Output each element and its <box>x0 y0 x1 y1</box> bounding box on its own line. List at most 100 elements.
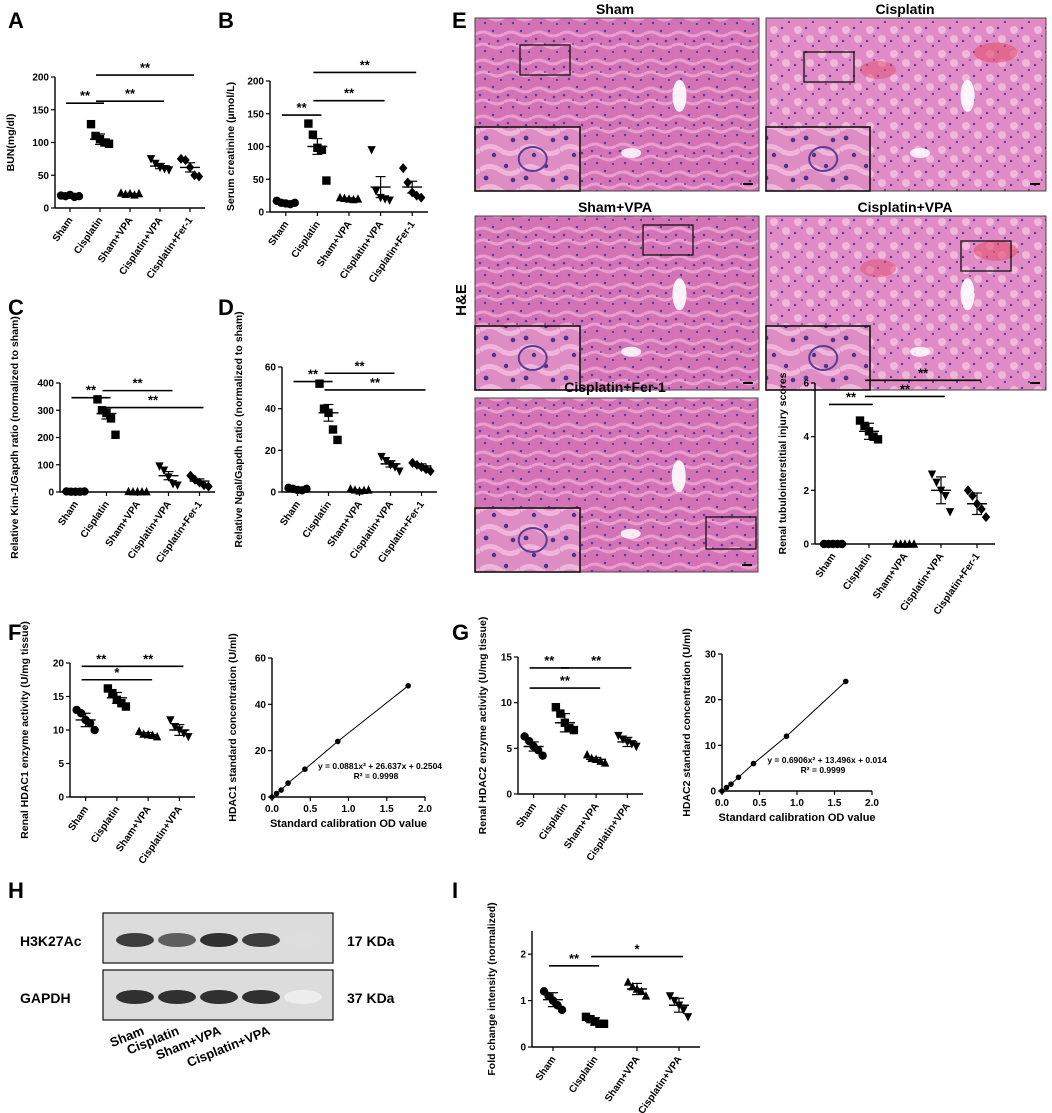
y-tick-label: 0 <box>520 1043 526 1054</box>
panel-letter-e: E <box>452 8 467 33</box>
data-point <box>395 467 404 476</box>
x-tick-label: Cisplatin <box>841 551 874 592</box>
y-tick-label: 200 <box>247 77 264 88</box>
data-point <box>111 430 120 439</box>
data-point <box>328 425 338 434</box>
he-image-title: Cisplatin <box>875 1 934 17</box>
data-point <box>637 986 646 996</box>
data-point <box>90 725 99 735</box>
tubule-lumen <box>960 79 975 112</box>
data-point <box>104 139 114 149</box>
x-tick-label: Cisplatin <box>72 215 105 256</box>
panel-letter-c: C <box>8 295 24 320</box>
y-axis-label: Renal tubulointerstitial injury scores <box>777 372 789 554</box>
zoom-region-box <box>519 44 571 76</box>
significance-label: ** <box>344 86 355 101</box>
data-point <box>190 474 200 485</box>
cast-region <box>973 240 1018 261</box>
y-tick-label: 0 <box>58 793 64 804</box>
he-histology-panel: Sham Cisplatin Sham+VPA Cisplatin+VPA Cispla… <box>453 1 1047 573</box>
x-tick-label: Cisplatin+VPA <box>637 1054 685 1113</box>
y-tick-label: 15 <box>53 692 65 703</box>
data-point <box>93 395 102 404</box>
data-point <box>319 404 329 413</box>
data-point <box>152 732 162 741</box>
data-point <box>565 724 574 733</box>
x-tick-label: Sham <box>51 215 76 244</box>
data-point <box>595 1019 604 1028</box>
significance-label: ** <box>80 88 91 103</box>
data-point <box>194 171 204 182</box>
significance-label: ** <box>148 393 159 408</box>
he-image-2: Cisplatin <box>765 1 1047 192</box>
calibration-point <box>842 678 849 685</box>
data-point <box>308 130 318 139</box>
y-tick-label: 10 <box>53 726 65 737</box>
zoom-region-box <box>960 240 1012 272</box>
significance-label: * <box>634 942 640 957</box>
calibration-point <box>278 787 284 793</box>
y-tick-label: 60 <box>255 654 267 665</box>
data-point <box>632 742 641 752</box>
data-point <box>860 421 869 431</box>
chart-a: 050100150200BUN(mg/dl)ShamCisplatinSham+… <box>5 60 205 281</box>
blot-band <box>284 933 322 947</box>
x-tick-label: Sham <box>534 1054 559 1083</box>
blot-size-label: 37 KDa <box>347 990 395 1006</box>
tubule-lumen <box>672 278 687 311</box>
data-point <box>190 170 199 181</box>
y-tick-label: 200 <box>37 433 54 444</box>
x-tick-label: Cisplatin <box>290 219 323 260</box>
y-axis-label: BUN(mg/dl) <box>5 114 17 172</box>
x-tick-label: Sham+VPA <box>603 1054 642 1104</box>
data-point <box>873 435 883 444</box>
significance-label: ** <box>900 381 911 396</box>
data-point <box>97 406 107 415</box>
y-tick-label: 50 <box>38 171 50 182</box>
y-tick-label: 200 <box>32 73 49 84</box>
panel-letter-g: G <box>452 620 469 645</box>
significance-label: ** <box>846 389 857 404</box>
y-tick-label: 20 <box>255 746 267 757</box>
data-point <box>333 435 342 445</box>
x-tick-label: 1.0 <box>790 798 804 809</box>
tubule-lumen <box>621 147 642 158</box>
data-point <box>164 166 174 175</box>
blot-protein-label: GAPDH <box>20 990 71 1006</box>
data-point <box>322 176 331 185</box>
y-tick-label: 2 <box>803 486 809 497</box>
data-point <box>557 1005 567 1015</box>
he-image-1: Sham <box>474 1 760 192</box>
y-axis-label: HDAC2 standard concentration (U/ml) <box>681 628 693 816</box>
blot-row-1: H3K27Ac 17 KDa <box>20 912 395 964</box>
data-point <box>927 470 937 479</box>
equation-annotation: y = 0.6906x² + 13.496x + 0.014 <box>767 755 887 765</box>
x-tick-label: Sham <box>56 499 81 528</box>
y-axis-label: Renal HDAC2 enzyme activity (U/mg tissue… <box>477 617 489 835</box>
data-point <box>100 138 109 147</box>
tubule-lumen <box>672 79 687 112</box>
tubule-lumen <box>621 346 642 357</box>
panel-letters: A B C D E F G H I <box>8 8 469 903</box>
data-point <box>403 177 412 188</box>
data-point <box>176 153 186 164</box>
y-tick-label: 0 <box>506 790 512 801</box>
calibration-point <box>750 760 757 767</box>
equation-annotation: R² = 0.9999 <box>801 765 846 775</box>
data-point <box>399 163 408 174</box>
zoom-inset <box>765 126 871 192</box>
chart-f2: 0 20 40 60 HDAC1 standard concentration (U/m… <box>227 633 442 830</box>
x-tick-label: 0.5 <box>303 804 317 815</box>
x-tick-label: Sham <box>514 801 539 830</box>
y-tick-label: 150 <box>32 105 49 116</box>
y-tick-label: 100 <box>32 138 49 149</box>
blot-band <box>242 990 280 1004</box>
x-tick-label: 1.0 <box>342 804 356 815</box>
data-point <box>941 492 950 501</box>
data-point <box>426 466 435 477</box>
y-tick-label: 0 <box>258 208 264 219</box>
significance-label: ** <box>370 375 381 390</box>
data-point <box>179 729 189 739</box>
